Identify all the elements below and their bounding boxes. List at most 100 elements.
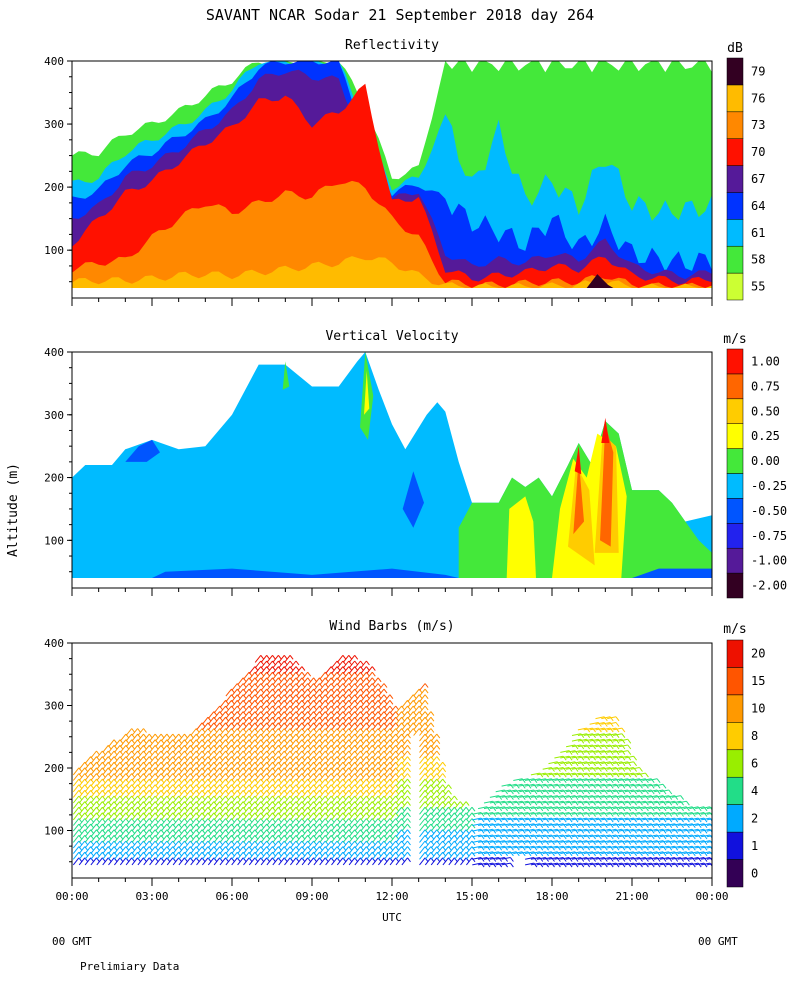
wind-barb xyxy=(131,795,138,804)
wind-barb xyxy=(383,716,391,725)
wind-barb xyxy=(360,851,367,860)
wind-barb xyxy=(272,671,279,680)
wind-barb xyxy=(72,778,80,787)
wind-barb xyxy=(266,666,273,674)
wind-barb xyxy=(548,800,558,804)
wind-barb xyxy=(184,756,191,764)
wind-barb xyxy=(149,846,156,854)
wind-barb xyxy=(560,755,570,759)
wind-barb xyxy=(108,778,115,787)
wind-barb xyxy=(566,789,576,793)
wind-barb xyxy=(366,722,373,731)
wind-barb xyxy=(219,750,226,759)
wind-barb xyxy=(225,761,232,770)
wind-barb-flag xyxy=(442,778,447,784)
colorbar-swatch xyxy=(726,498,744,524)
wind-barb xyxy=(589,823,599,826)
wind-barb xyxy=(383,756,391,764)
wind-barb xyxy=(143,778,150,787)
wind-barb xyxy=(577,812,587,815)
wind-barb xyxy=(295,784,303,793)
colorbar-label: -1.00 xyxy=(751,554,787,568)
wind-barb xyxy=(336,761,344,770)
wind-barb xyxy=(207,750,215,759)
wind-barb xyxy=(607,812,617,815)
wind-barb xyxy=(401,829,408,838)
wind-barb xyxy=(336,739,344,748)
wind-barb xyxy=(290,671,297,680)
wind-barb xyxy=(648,851,658,855)
wind-barb xyxy=(78,818,86,826)
wind-barb xyxy=(237,778,244,787)
wind-barb xyxy=(442,840,449,849)
wind-barb xyxy=(642,857,652,860)
wind-barb xyxy=(272,834,279,843)
wind-barb xyxy=(84,823,92,832)
wind-barb-flag xyxy=(301,666,306,671)
wind-barb xyxy=(336,677,344,686)
wind-barb xyxy=(272,722,279,731)
wind-barb xyxy=(354,711,361,719)
wind-barb xyxy=(119,789,127,798)
wind-barb xyxy=(254,840,262,849)
wind-barb xyxy=(648,795,658,798)
wind-barb xyxy=(166,801,174,809)
wind-barb xyxy=(190,851,197,860)
wind-barb xyxy=(248,778,256,787)
wind-barb xyxy=(325,756,332,764)
wind-barb xyxy=(114,773,121,781)
colorbar-swatch xyxy=(726,547,744,574)
wind-barb xyxy=(548,789,558,793)
wind-barb xyxy=(571,857,581,860)
wind-barb xyxy=(166,750,174,759)
wind-barb xyxy=(155,795,162,804)
colorbar-label: 0.00 xyxy=(751,454,780,468)
wind-barb xyxy=(243,801,250,809)
wind-barb xyxy=(424,756,432,764)
wind-barb xyxy=(542,778,552,781)
wind-barb xyxy=(636,795,646,798)
wind-barb xyxy=(131,829,138,838)
wind-barb xyxy=(137,773,144,781)
wind-barb xyxy=(536,800,546,804)
wind-barb xyxy=(319,778,326,787)
wind-barb xyxy=(501,834,511,838)
wind-barb xyxy=(166,778,174,787)
wind-barb xyxy=(566,750,576,753)
wind-barb-flag xyxy=(424,705,429,711)
wind-barb xyxy=(319,834,326,843)
wind-barb xyxy=(348,846,356,854)
wind-barb xyxy=(301,784,309,793)
wind-barb xyxy=(290,694,297,703)
wind-barb xyxy=(119,795,127,804)
wind-barb xyxy=(366,711,373,719)
wind-barb-flag xyxy=(184,733,188,739)
wind-barb xyxy=(260,767,268,776)
wind-barb xyxy=(342,806,350,815)
wind-barb xyxy=(542,795,552,798)
wind-barb xyxy=(336,660,344,669)
wind-barb xyxy=(131,733,138,742)
colorbar-swatch xyxy=(726,272,744,301)
wind-barb xyxy=(548,840,558,843)
velocity-patch-11 xyxy=(282,361,290,390)
wind-barb xyxy=(190,744,197,753)
wind-barb xyxy=(566,778,576,781)
wind-barb-flag xyxy=(453,801,458,806)
wind-barb xyxy=(336,840,344,849)
footer-right-gmt: 00 GMT xyxy=(698,935,738,948)
wind-barb xyxy=(96,857,103,866)
wind-barb xyxy=(272,733,279,742)
wind-barb xyxy=(542,845,552,849)
wind-barb-flag xyxy=(471,846,476,851)
wind-barb xyxy=(290,851,297,860)
wind-barb xyxy=(272,840,279,849)
wind-barb xyxy=(160,795,168,804)
wind-barb xyxy=(172,733,180,742)
wind-barb xyxy=(595,851,605,855)
wind-barb xyxy=(389,846,397,854)
wind-barb xyxy=(577,727,587,731)
wind-barb xyxy=(354,756,361,764)
wind-barb xyxy=(254,857,262,866)
wind-barb xyxy=(266,683,273,691)
